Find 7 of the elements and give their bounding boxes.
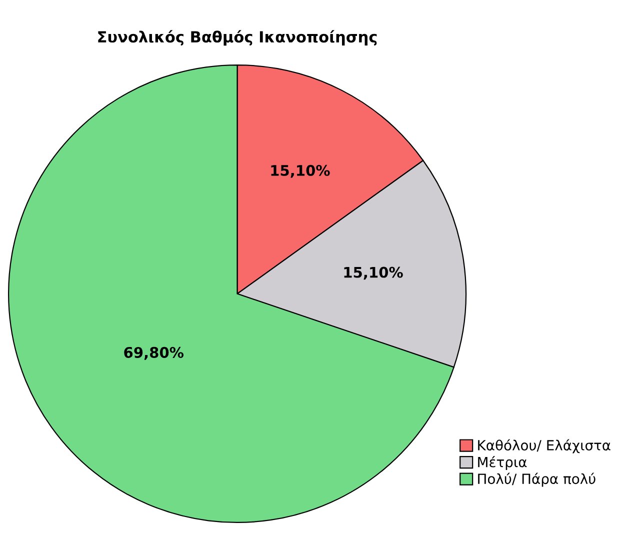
legend-label: Πολύ/ Πάρα πολύ — [478, 472, 596, 487]
chart-title: Συνολικός Βαθμός Ικανοποίησης — [98, 30, 377, 46]
legend-label: Καθόλου/ Ελάχιστα — [478, 439, 610, 454]
data-label: 69,80% — [124, 346, 184, 360]
data-label: 15,10% — [271, 164, 330, 178]
data-label: 15,10% — [344, 266, 403, 280]
legend-label: Μέτρια — [478, 456, 527, 470]
